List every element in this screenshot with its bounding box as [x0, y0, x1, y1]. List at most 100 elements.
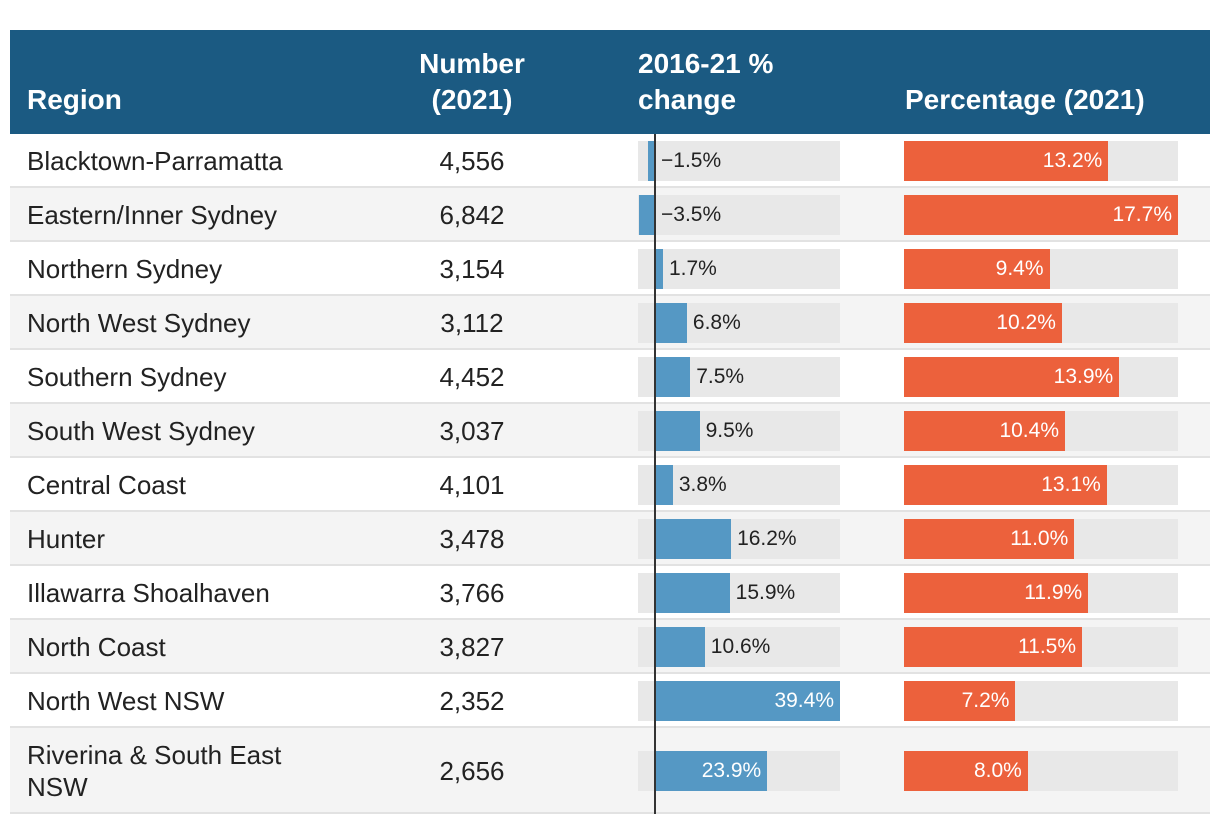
percentage-bar [904, 751, 1028, 791]
change-label: 15.9% [735, 581, 796, 604]
percentage-label: 11.5% [1018, 635, 1077, 658]
change-track: 10.6% [638, 627, 840, 667]
region-label: Northern Sydney [27, 254, 223, 284]
change-track: 7.5% [638, 357, 840, 397]
change-bar [655, 357, 691, 397]
change-label: 16.2% [737, 527, 797, 550]
table-row: North West NSW 2,352 39.4% 7.2% [10, 674, 1210, 728]
change-bar [655, 681, 840, 721]
change-bar [655, 303, 687, 343]
table-row: North Coast 3,827 10.6% 11.5% [10, 620, 1210, 674]
percentage-track: 7.2% [904, 681, 1178, 721]
table-row: South West Sydney 3,037 9.5% 10.4% [10, 404, 1210, 458]
percentage-bar [904, 303, 1062, 343]
number-value: 3,827 [439, 632, 505, 662]
number-value: 2,352 [439, 686, 505, 716]
change-bar [639, 195, 655, 235]
change-bar [655, 411, 700, 451]
region-label: Eastern/Inner Sydney [27, 200, 278, 230]
percentage-track: 11.9% [904, 573, 1178, 613]
percentage-track: 13.1% [904, 465, 1178, 505]
change-label: 9.5% [705, 419, 754, 442]
header-region: Region [27, 84, 122, 115]
region-label: Blacktown-Parramatta [27, 146, 283, 176]
table-row: Hunter 3,478 16.2% 11.0% [10, 512, 1210, 566]
number-value: 4,101 [439, 470, 505, 500]
percentage-track: 10.4% [904, 411, 1178, 451]
change-track: 1.7% [638, 249, 840, 289]
change-bar [655, 573, 730, 613]
region-label: Hunter [27, 524, 106, 554]
number-value: 3,766 [439, 578, 505, 608]
number-value: 3,037 [439, 416, 505, 446]
number-value: 2,656 [439, 756, 505, 786]
table-header: Region Number (2021) 2016-21 % change Perc… [10, 30, 1210, 134]
percentage-label: 11.9% [1024, 581, 1083, 604]
change-bar [655, 627, 705, 667]
percentage-track: 13.9% [904, 357, 1178, 397]
header-percentage: Percentage (2021) [905, 84, 1145, 115]
change-bar [655, 751, 768, 791]
region-label: Southern Sydney [27, 362, 227, 392]
region-label: North Coast [27, 632, 166, 662]
number-value: 6,842 [439, 200, 505, 230]
percentage-bar [904, 195, 1178, 235]
number-value: 4,452 [439, 362, 505, 392]
number-value: 3,478 [439, 524, 505, 554]
change-label: 1.7% [668, 257, 717, 280]
change-track: 23.9% [638, 751, 840, 791]
region-label: North West Sydney [27, 308, 251, 338]
percentage-label: 11.0% [1010, 527, 1069, 550]
table-row: Illawarra Shoalhaven 3,766 15.9% 11.9% [10, 566, 1210, 620]
change-track: 15.9% [638, 573, 840, 613]
percentage-bar [904, 627, 1083, 667]
table-row: Eastern/Inner Sydney 6,842 −3.5% 17.7% [10, 188, 1210, 242]
change-bar [655, 249, 663, 289]
change-label: 39.4% [774, 689, 834, 712]
change-track: 6.8% [638, 303, 840, 343]
change-label: 10.6% [710, 635, 771, 658]
change-track: 9.5% [638, 411, 840, 451]
percentage-label: 7.2% [961, 689, 1010, 712]
change-bar [648, 141, 655, 181]
percentage-bar [904, 249, 1050, 289]
region-label: South West Sydney [27, 416, 255, 446]
percentage-label: 13.1% [1041, 473, 1101, 496]
change-bar [655, 465, 673, 505]
percentage-label: 13.2% [1042, 149, 1103, 172]
percentage-label: 10.4% [999, 419, 1059, 442]
change-track: 3.8% [638, 465, 840, 505]
percentage-label: 9.4% [995, 257, 1044, 280]
percentage-bar [904, 519, 1075, 559]
percentage-label: 8.0% [973, 759, 1022, 782]
percentage-bar [904, 141, 1109, 181]
change-track: 39.4% [638, 681, 840, 721]
percentage-label: 10.2% [996, 311, 1056, 334]
percentage-track: 11.0% [904, 519, 1178, 559]
percentage-track: 9.4% [904, 249, 1178, 289]
number-value: 3,154 [439, 254, 505, 284]
table-row: Riverina & South East NSW 2,656 23.9% 8.0% [10, 728, 1210, 814]
percentage-bar [904, 411, 1065, 451]
change-track: 16.2% [638, 519, 840, 559]
header-number: Number (2021) [419, 48, 525, 115]
percentage-bar [904, 357, 1120, 397]
change-label: −1.5% [661, 149, 722, 172]
table-row: North West Sydney 3,112 6.8% 10.2% [10, 296, 1210, 350]
table-row: Northern Sydney 3,154 1.7% 9.4% [10, 242, 1210, 296]
percentage-label: 13.9% [1053, 365, 1114, 388]
region-label: Illawarra Shoalhaven [27, 578, 270, 608]
table-row: Blacktown-Parramatta 4,556 −1.5% 13.2% [10, 134, 1210, 188]
percentage-track: 8.0% [904, 751, 1178, 791]
percentage-track: 11.5% [904, 627, 1178, 667]
change-bar [655, 519, 732, 559]
percentage-track: 17.7% [904, 195, 1178, 235]
table-row: Central Coast 4,101 3.8% 13.1% [10, 458, 1210, 512]
region-label: Central Coast [27, 470, 186, 500]
percentage-track: 13.2% [904, 141, 1178, 181]
change-label: −3.5% [661, 203, 722, 226]
change-label: 7.5% [696, 365, 745, 388]
number-value: 4,556 [439, 146, 505, 176]
region-label: Riverina & South East NSW [27, 740, 282, 802]
table-row: Southern Sydney 4,452 7.5% 13.9% [10, 350, 1210, 404]
